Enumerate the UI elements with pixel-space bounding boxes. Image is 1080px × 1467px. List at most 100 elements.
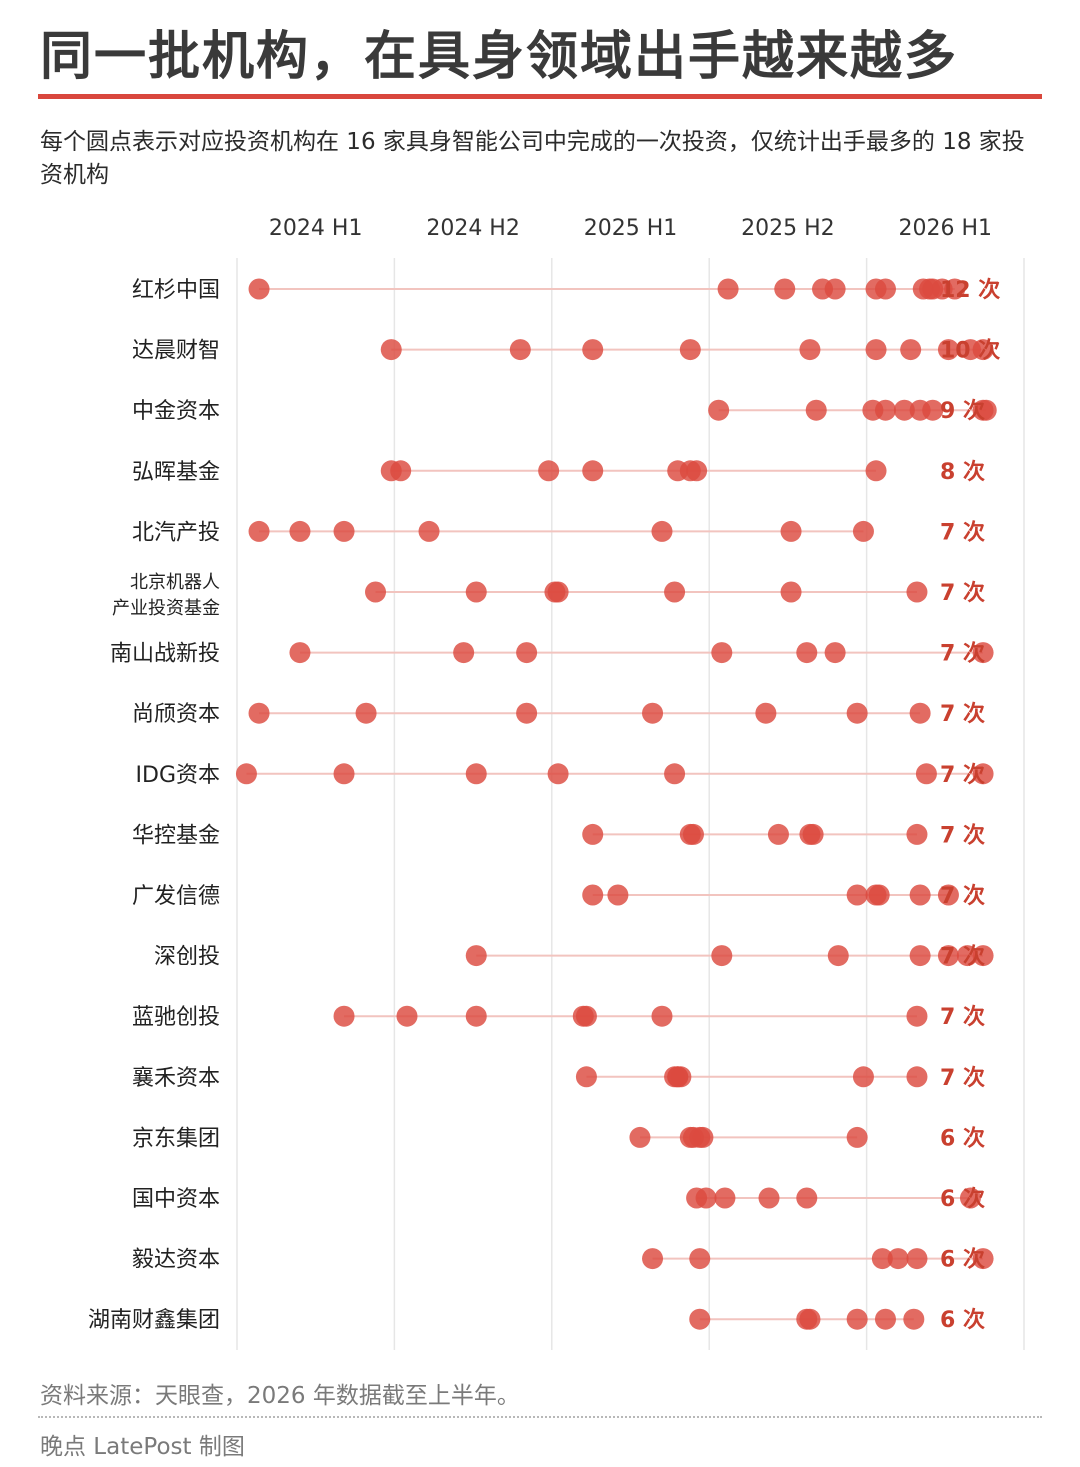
chart-title: 同一批机构，在具身领域出手越来越多 — [40, 27, 959, 87]
investment-dot — [380, 339, 402, 361]
investment-dot — [846, 884, 868, 906]
investment-dot — [944, 278, 966, 300]
investment-dot — [865, 460, 887, 482]
row-label: 湖南财鑫集团 — [88, 1308, 220, 1333]
count-label: 7 次 — [940, 1065, 985, 1091]
investment-dot — [846, 1308, 868, 1330]
investment-dot — [887, 1248, 909, 1270]
investment-dot — [686, 460, 708, 482]
investment-dot — [868, 884, 890, 906]
investment-dot — [465, 1005, 487, 1027]
investment-dot — [711, 642, 733, 664]
investment-dot — [906, 1005, 928, 1027]
investment-dot — [865, 339, 887, 361]
investment-dot — [575, 1066, 597, 1088]
investment-dot — [874, 1308, 896, 1330]
count-label: 6 次 — [940, 1247, 985, 1273]
count-label: 6 次 — [940, 1307, 985, 1333]
investment-dot — [582, 884, 604, 906]
investment-dot — [852, 520, 874, 542]
investment-dot — [780, 581, 802, 603]
count-label: 7 次 — [940, 1004, 985, 1030]
investment-dot — [799, 1308, 821, 1330]
row-label: 南山战新投 — [110, 642, 220, 667]
investment-dot — [717, 278, 739, 300]
count-label: 7 次 — [940, 580, 985, 606]
row-label: 尚颀资本 — [132, 702, 220, 727]
investment-dot — [714, 1187, 736, 1209]
row-label: 国中资本 — [132, 1187, 220, 1212]
investment-dot — [289, 642, 311, 664]
source-note: 资料来源：天眼查，2026 年数据截至上半年。 — [40, 1383, 520, 1409]
investment-dot — [805, 399, 827, 421]
investment-dot — [516, 702, 538, 724]
count-label: 7 次 — [940, 701, 985, 727]
row-label: 达晨财智 — [132, 339, 220, 364]
investment-dot — [972, 339, 994, 361]
investment-dot — [642, 1248, 664, 1270]
count-label: 7 次 — [940, 641, 985, 667]
investment-dot — [711, 945, 733, 967]
investment-dot — [972, 1248, 994, 1270]
investment-dot — [582, 460, 604, 482]
x-tick-label: 2025 H1 — [584, 216, 678, 241]
investment-dot — [642, 702, 664, 724]
chart-subtitle: 每个圆点表示对应投资机构在 16 家具身智能公司中完成的一次投资，仅统计出手最多… — [40, 129, 1025, 188]
count-label: 7 次 — [940, 519, 985, 545]
investment-dot — [355, 702, 377, 724]
investment-dot — [667, 1066, 689, 1088]
investment-dot — [235, 763, 257, 785]
investment-dot — [465, 945, 487, 967]
row-label: 北京机器人产业投资基金 — [112, 572, 220, 619]
count-label: 8 次 — [940, 459, 985, 485]
investment-dot — [365, 581, 387, 603]
row-label: 蓝驰创投 — [132, 1005, 220, 1030]
investment-dot — [664, 581, 686, 603]
investment-dot — [909, 702, 931, 724]
investment-dot — [906, 1248, 928, 1270]
investment-dot — [919, 278, 941, 300]
investment-dot — [538, 460, 560, 482]
investment-dot — [582, 339, 604, 361]
count-label: 10 次 — [940, 338, 1000, 364]
row-label: 弘晖基金 — [132, 460, 220, 485]
investment-dot — [906, 1066, 928, 1088]
row-label: 深创投 — [154, 945, 220, 970]
investment-dot — [852, 1066, 874, 1088]
investment-dot — [874, 399, 896, 421]
investment-dot — [516, 642, 538, 664]
investment-dot — [909, 884, 931, 906]
investment-dot — [547, 581, 569, 603]
count-label: 7 次 — [940, 822, 985, 848]
investment-dot — [871, 1248, 893, 1270]
investment-dot — [972, 642, 994, 664]
count-label: 7 次 — [940, 944, 985, 970]
investment-dot — [846, 1126, 868, 1148]
x-tick-label: 2024 H2 — [426, 216, 520, 241]
count-label: 7 次 — [940, 762, 985, 788]
investment-dot — [824, 278, 846, 300]
investment-dot — [689, 1308, 711, 1330]
investment-dot — [248, 702, 270, 724]
investment-dot — [289, 520, 311, 542]
investment-dot — [846, 702, 868, 724]
row-label: 襄禾资本 — [132, 1066, 220, 1091]
investment-dot — [651, 1005, 673, 1027]
investment-dot — [900, 339, 922, 361]
investment-dot — [689, 1248, 711, 1270]
investment-dot — [465, 581, 487, 603]
x-tick-label: 2025 H2 — [741, 216, 835, 241]
investment-dot — [780, 520, 802, 542]
investment-dot — [922, 399, 944, 421]
investment-dot — [903, 1308, 925, 1330]
row-label: 广发信德 — [132, 884, 220, 909]
row-label: 中金资本 — [132, 399, 220, 424]
investment-dot — [390, 460, 412, 482]
investment-dot — [972, 945, 994, 967]
investment-dot — [802, 823, 824, 845]
investment-dot — [575, 1005, 597, 1027]
investment-dot — [629, 1126, 651, 1148]
investment-dot — [915, 763, 937, 785]
investment-dot — [758, 1187, 780, 1209]
